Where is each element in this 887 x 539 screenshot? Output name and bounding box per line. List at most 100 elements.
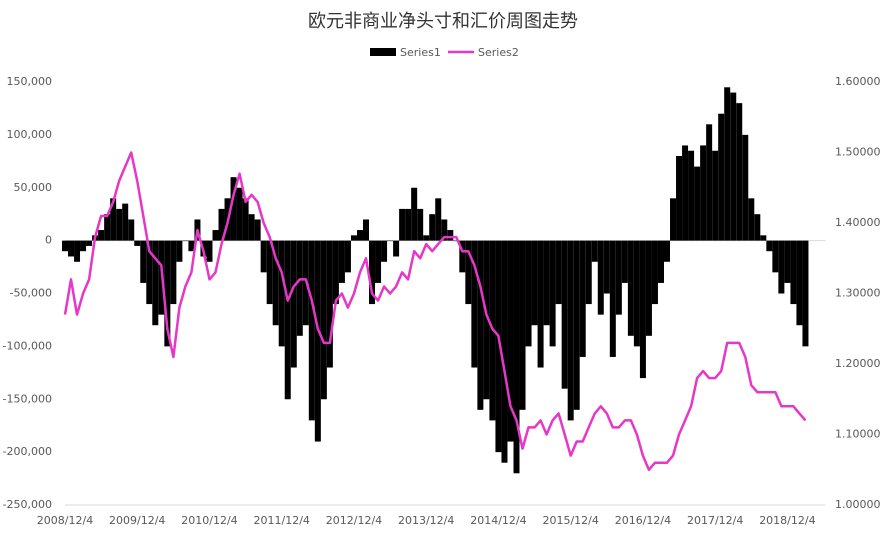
x-tick-label: 2015/12/4 bbox=[542, 514, 598, 527]
x-tick-label: 2011/12/4 bbox=[254, 514, 310, 527]
bar bbox=[74, 240, 81, 262]
y-tick-label: 100,000 bbox=[7, 128, 53, 141]
line bbox=[63, 151, 807, 472]
bar bbox=[140, 240, 147, 283]
y-tick-label: -150,000 bbox=[3, 392, 52, 405]
bar bbox=[748, 198, 755, 241]
bar bbox=[363, 219, 369, 241]
bar bbox=[308, 240, 315, 421]
bar bbox=[80, 240, 87, 252]
legend-label: Series2 bbox=[478, 46, 519, 59]
bar bbox=[567, 240, 574, 421]
bar bbox=[657, 240, 664, 283]
bar bbox=[477, 240, 484, 410]
x-tick-label: 2017/12/4 bbox=[687, 514, 743, 527]
bar bbox=[495, 240, 502, 453]
y2-tick-label: 1.10000 bbox=[835, 428, 881, 441]
bar bbox=[260, 240, 267, 273]
bar bbox=[712, 150, 719, 241]
bar bbox=[236, 187, 243, 241]
bar bbox=[350, 235, 357, 241]
bar bbox=[682, 145, 689, 241]
bar bbox=[230, 177, 237, 241]
bar bbox=[146, 240, 153, 305]
bar bbox=[507, 240, 514, 442]
bar bbox=[537, 240, 544, 368]
bar bbox=[356, 230, 363, 241]
bar bbox=[501, 240, 508, 463]
bar bbox=[645, 240, 652, 336]
bar bbox=[796, 240, 803, 326]
bar bbox=[459, 240, 466, 273]
y2-tick-label: 1.00000 bbox=[835, 498, 881, 511]
bar bbox=[742, 134, 749, 241]
bar bbox=[790, 240, 797, 305]
bar bbox=[104, 214, 111, 241]
bar bbox=[573, 240, 580, 410]
bar bbox=[272, 240, 279, 326]
bar bbox=[435, 198, 442, 241]
bar bbox=[332, 240, 339, 305]
bar bbox=[393, 240, 400, 257]
bar bbox=[417, 208, 424, 241]
bar bbox=[212, 230, 219, 241]
chart-title: 欧元非商业净头寸和汇价周图走势 bbox=[308, 11, 578, 32]
bar bbox=[375, 240, 382, 283]
bar bbox=[369, 240, 376, 305]
bar bbox=[242, 198, 249, 241]
bar bbox=[802, 240, 809, 347]
bar bbox=[218, 208, 225, 241]
y-tick-label: -100,000 bbox=[3, 339, 52, 352]
bar bbox=[754, 214, 761, 241]
y-tick-label: 0 bbox=[45, 234, 52, 247]
bar bbox=[116, 208, 123, 241]
bar bbox=[621, 240, 628, 283]
x-tick-label: 2008/12/4 bbox=[37, 514, 93, 527]
bar bbox=[531, 240, 538, 326]
bar bbox=[338, 240, 345, 283]
bar bbox=[423, 235, 430, 241]
bar bbox=[98, 230, 105, 241]
bar bbox=[278, 240, 285, 347]
legend-label: Series1 bbox=[400, 46, 441, 59]
bar bbox=[585, 240, 592, 305]
bar bbox=[266, 240, 273, 305]
bar bbox=[706, 124, 713, 241]
bar bbox=[519, 240, 526, 410]
bar bbox=[718, 113, 725, 241]
y2-tick-label: 1.50000 bbox=[835, 146, 881, 159]
x-tick-label: 2016/12/4 bbox=[615, 514, 671, 527]
x-tick-label: 2010/12/4 bbox=[181, 514, 237, 527]
bar bbox=[381, 240, 388, 262]
bar bbox=[670, 198, 677, 241]
bar bbox=[730, 92, 737, 241]
bar bbox=[561, 240, 568, 389]
bar bbox=[152, 240, 159, 326]
bar bbox=[320, 240, 327, 400]
bar bbox=[441, 219, 448, 241]
bar bbox=[483, 240, 490, 400]
bar bbox=[248, 214, 255, 241]
y-tick-label: 150,000 bbox=[7, 75, 53, 88]
bar bbox=[555, 240, 562, 305]
bar bbox=[290, 240, 297, 368]
bar bbox=[176, 240, 183, 262]
bar bbox=[326, 240, 333, 368]
bar bbox=[676, 156, 683, 241]
bar bbox=[778, 240, 785, 294]
y-tick-label: 50,000 bbox=[14, 181, 53, 194]
bar bbox=[525, 240, 532, 347]
bar bbox=[465, 240, 472, 305]
bar bbox=[615, 240, 622, 315]
x-tick-label: 2009/12/4 bbox=[109, 514, 165, 527]
bar bbox=[344, 240, 351, 273]
bar bbox=[736, 103, 743, 241]
bar bbox=[411, 187, 418, 241]
bar bbox=[549, 240, 556, 347]
y2-tick-label: 1.20000 bbox=[835, 357, 881, 370]
bar bbox=[591, 240, 598, 262]
bar bbox=[86, 240, 93, 246]
bar bbox=[164, 240, 171, 347]
bar bbox=[134, 240, 141, 246]
y2-tick-label: 1.40000 bbox=[835, 216, 881, 229]
